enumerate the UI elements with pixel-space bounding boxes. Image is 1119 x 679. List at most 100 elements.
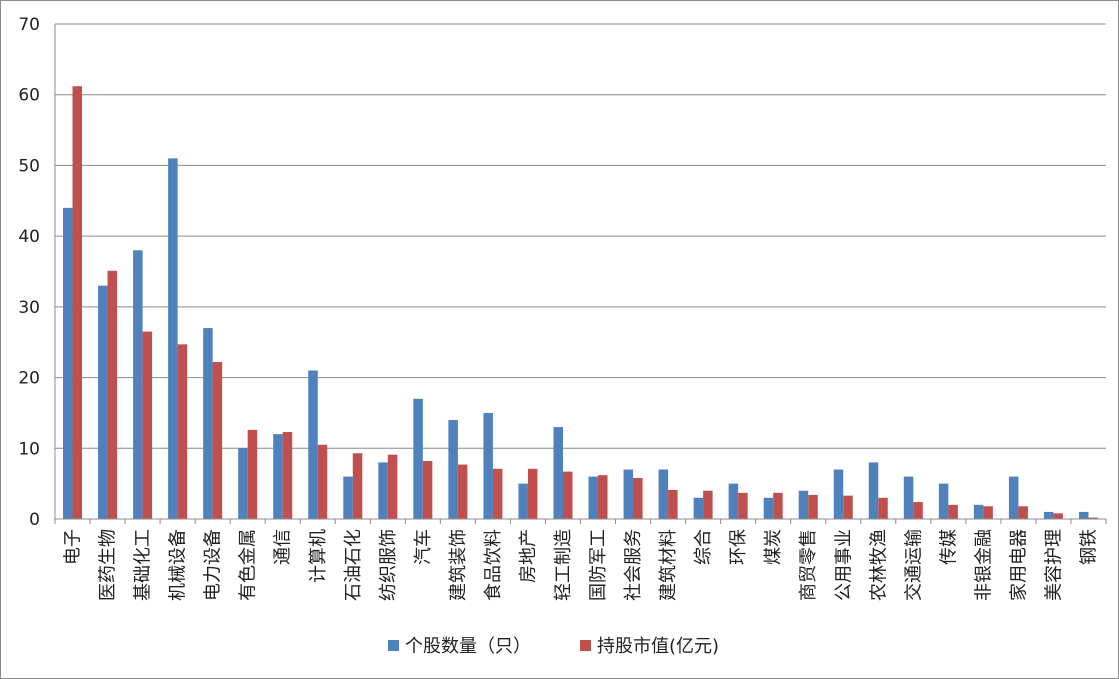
x-tick-label: 轻工制造 xyxy=(553,529,574,601)
bar-stock-count xyxy=(833,469,844,519)
bar-holding-value xyxy=(142,331,153,519)
bar-holding-value xyxy=(948,504,958,519)
legend-label-holding-value: 持股市值(亿元) xyxy=(597,636,719,657)
bar-stock-count xyxy=(588,476,599,519)
bar-holding-value xyxy=(983,506,993,519)
x-tick-label: 社会服务 xyxy=(623,529,644,601)
bar-holding-value xyxy=(738,492,748,519)
bar-stock-count xyxy=(203,328,213,519)
bar-stock-count xyxy=(973,504,984,519)
bar-stock-count xyxy=(448,420,458,519)
gridlines xyxy=(55,23,1106,449)
bar-stock-count xyxy=(1078,511,1089,519)
bar-stock-count xyxy=(343,476,353,519)
bar-stock-count xyxy=(1043,511,1054,519)
x-tick-label: 房地产 xyxy=(518,529,539,583)
y-tick-label: 0 xyxy=(29,510,40,530)
bar-holding-value xyxy=(177,344,188,519)
y-tick-label: 30 xyxy=(18,298,40,318)
bar-holding-value xyxy=(107,270,118,519)
bar-holding-value xyxy=(633,477,643,519)
y-axis-ticks: 0 10 20 30 40 50 60 70 xyxy=(18,15,40,530)
x-tick-label: 农林牧渔 xyxy=(868,529,889,601)
x-tick-label: 基础化工 xyxy=(133,529,154,601)
bar-stock-count xyxy=(553,427,563,519)
bar-stock-count xyxy=(938,483,949,519)
bar-stock-count xyxy=(413,398,423,519)
bar-stock-count xyxy=(273,434,283,519)
bar-holding-value xyxy=(913,502,923,519)
bar-stock-count xyxy=(1008,476,1019,519)
bar-stock-count xyxy=(133,250,143,520)
x-tick-label: 交通运输 xyxy=(903,529,924,601)
bar-stock-count xyxy=(763,497,774,519)
bar-stock-count xyxy=(693,497,704,519)
x-tick-label: 美容护理 xyxy=(1043,529,1064,601)
bar-stock-count xyxy=(518,483,528,519)
bar-stock-count xyxy=(728,483,739,519)
x-tick-label: 建筑装饰 xyxy=(448,529,469,601)
x-tick-label: 煤炭 xyxy=(763,529,784,565)
x-tick-label: 综合 xyxy=(693,529,714,565)
bar-stock-count xyxy=(98,285,108,519)
bar-holding-value xyxy=(843,495,853,519)
x-tick-label: 国防军工 xyxy=(588,529,609,601)
legend-swatch-holding-value xyxy=(580,640,591,651)
x-tick-label: 建筑材料 xyxy=(658,529,679,601)
x-tick-label: 通信 xyxy=(273,529,294,565)
x-tick-label: 纺织服饰 xyxy=(378,529,399,601)
bar-holding-value xyxy=(492,468,503,519)
bar-holding-value xyxy=(1088,517,1098,519)
y-tick-label: 10 xyxy=(18,439,40,459)
x-tick-label: 环保 xyxy=(728,529,749,565)
bar-holding-value xyxy=(317,444,328,519)
y-tick-label: 60 xyxy=(18,86,40,106)
x-tick-label: 医药生物 xyxy=(98,529,119,601)
bar-stock-count xyxy=(238,448,248,519)
bars xyxy=(63,86,1098,520)
bar-holding-value xyxy=(562,471,573,519)
bar-holding-value xyxy=(387,454,398,519)
bar-holding-value xyxy=(808,494,818,519)
bar-stock-count xyxy=(868,462,879,519)
bar-stock-count xyxy=(658,469,669,519)
bar-stock-count xyxy=(168,158,178,519)
x-tick-label: 传媒 xyxy=(938,529,959,565)
y-tick-label: 40 xyxy=(18,227,40,247)
y-tick-label: 50 xyxy=(18,156,40,176)
bar-stock-count xyxy=(798,490,809,519)
y-tick-label: 20 xyxy=(18,369,40,389)
bar-holding-value xyxy=(352,453,363,519)
bar-holding-value xyxy=(72,86,83,519)
bar-holding-value xyxy=(457,464,468,519)
bar-holding-value xyxy=(598,475,608,519)
bar-holding-value xyxy=(282,432,293,519)
bar-holding-value xyxy=(1053,513,1063,519)
bar-holding-value xyxy=(668,490,678,519)
x-tick-label: 商贸零售 xyxy=(798,529,819,601)
bar-holding-value xyxy=(878,497,888,519)
bar-stock-count xyxy=(623,469,634,519)
legend-label-stock-count: 个股数量（只） xyxy=(405,636,531,657)
x-tick-label: 公用事业 xyxy=(833,529,854,601)
bar-holding-value xyxy=(422,461,433,519)
x-tick-label: 钢铁 xyxy=(1078,529,1099,565)
bar-holding-value xyxy=(703,490,713,519)
x-tick-label: 汽车 xyxy=(413,529,434,565)
x-tick-label: 非银金融 xyxy=(973,529,994,601)
legend: 个股数量（只） 持股市值(亿元) xyxy=(388,636,719,657)
bar-holding-value xyxy=(247,429,258,519)
bar-holding-value xyxy=(527,468,538,519)
bar-holding-value xyxy=(1018,506,1028,519)
bar-holding-value xyxy=(212,362,223,519)
x-tick-label: 石油石化 xyxy=(343,529,364,601)
x-tick-label: 电力设备 xyxy=(203,529,224,601)
x-tick-label: 电子 xyxy=(63,529,84,565)
x-tick-label: 计算机 xyxy=(308,529,329,583)
bar-holding-value xyxy=(773,492,783,519)
bar-stock-count xyxy=(63,207,73,519)
x-axis: 电子 医药生物 基础化工 机械设备 电力设备 有色金属 通信 计算机 石油石化 纺织服饰 汽车 建筑装… xyxy=(54,24,1107,601)
x-tick-label: 家用电器 xyxy=(1008,529,1029,601)
